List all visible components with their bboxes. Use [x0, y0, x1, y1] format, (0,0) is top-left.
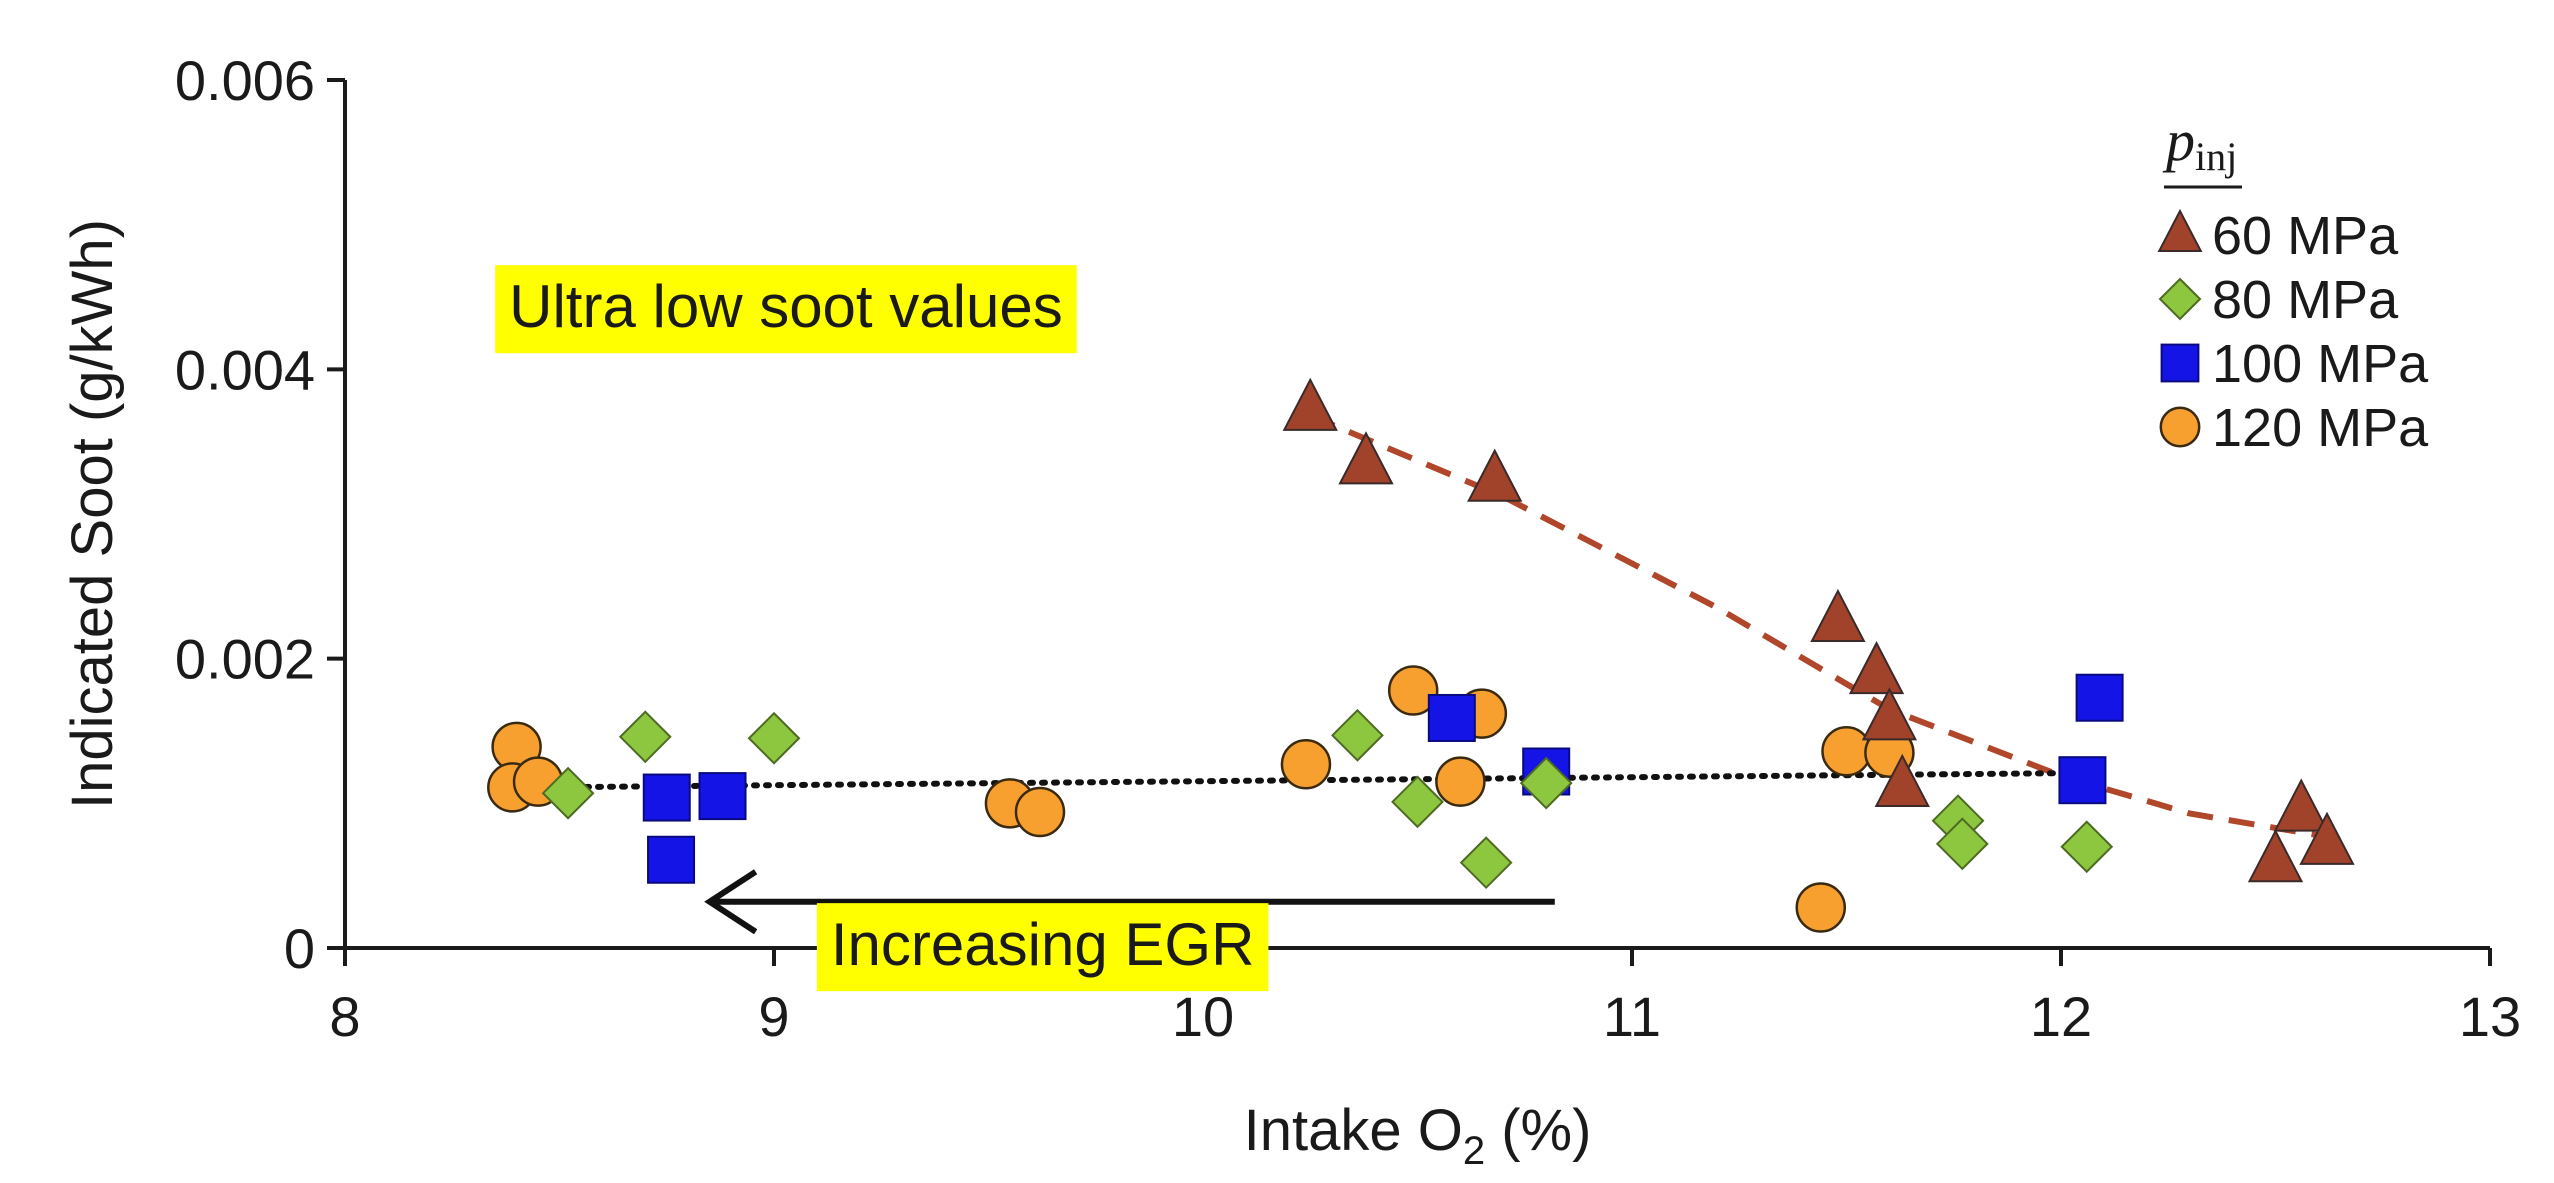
data-point-diamond — [618, 710, 672, 764]
data-point-triangle — [1861, 687, 1918, 741]
data-point-diamond — [2060, 820, 2114, 874]
annotation-highlight-egr — [816, 903, 1269, 992]
y-tick-label: 0 — [284, 917, 315, 980]
y-tick-label: 0.002 — [175, 628, 315, 691]
annotation-ultra-low: Ultra low soot values — [495, 265, 1077, 354]
legend-title: pinj — [2162, 108, 2237, 179]
data-point-triangle — [1848, 640, 1905, 695]
data-point-diamond — [747, 711, 801, 765]
data-point-triangle — [1467, 448, 1523, 502]
data-point-triangle — [1282, 377, 1338, 431]
data-point-circle — [1014, 786, 1066, 838]
data-point-triangle — [1810, 588, 1866, 643]
data-point-square — [1427, 693, 1476, 742]
increasing-egr-arrow — [704, 869, 1555, 935]
data-point-square — [647, 835, 696, 884]
data-point-diamond — [1331, 708, 1384, 762]
x-axis-title: Intake O2 (%) — [1244, 1098, 1592, 1173]
legend-marker-diamond — [2158, 277, 2202, 321]
legend-label: 100 MPa — [2212, 334, 2429, 394]
data-point-circle — [1280, 739, 1332, 790]
x-tick-label: 11 — [1603, 985, 1661, 1048]
data-point-diamond — [1459, 836, 1513, 890]
annotation-text-ultra-low: Ultra low soot values — [509, 273, 1063, 340]
annotation-egr: Increasing EGR — [816, 903, 1269, 992]
data-point-triangle — [2247, 829, 2304, 883]
data-point-square — [2058, 756, 2107, 805]
data-point-circle — [1821, 726, 1872, 777]
x-tick-label: 12 — [2030, 985, 2092, 1048]
y-tick-label: 0.006 — [175, 49, 315, 112]
x-tick-label: 8 — [329, 985, 360, 1048]
x-tick-label: 9 — [758, 985, 789, 1048]
y-axis-title: Indicated Soot (g/kWh) — [60, 219, 125, 809]
data-point-triangle — [1874, 753, 1930, 807]
data-point-diamond — [1391, 775, 1444, 829]
legend-label: 60 MPa — [2212, 206, 2399, 266]
data-point-triangle — [2273, 778, 2329, 832]
data-point-square — [642, 773, 691, 822]
data-point-circle — [1387, 665, 1439, 716]
y-tick-label: 0.004 — [175, 338, 315, 401]
legend-marker-circle — [2159, 406, 2201, 448]
x-tick-label: 10 — [1172, 985, 1234, 1048]
legend-marker-square — [2160, 343, 2200, 383]
data-point-diamond — [541, 766, 595, 820]
legend-label: 120 MPa — [2212, 398, 2429, 458]
data-point-triangle — [2299, 811, 2355, 865]
data-point-circle — [1795, 882, 1847, 933]
data-point-square — [698, 772, 747, 821]
data-point-diamond — [1519, 756, 1573, 810]
x-tick-label: 13 — [2459, 985, 2521, 1048]
arrow-head — [704, 869, 758, 935]
data-point-square — [2075, 673, 2124, 722]
annotation-highlight-ultra-low — [495, 265, 1077, 354]
annotation-text-egr: Increasing EGR — [831, 911, 1255, 978]
data-point-diamond — [1935, 817, 1989, 871]
data-point-circle — [1435, 756, 1486, 807]
data-point-triangle — [1338, 431, 1394, 485]
legend-marker-triangle — [2157, 208, 2203, 252]
legend-label: 80 MPa — [2212, 270, 2399, 330]
